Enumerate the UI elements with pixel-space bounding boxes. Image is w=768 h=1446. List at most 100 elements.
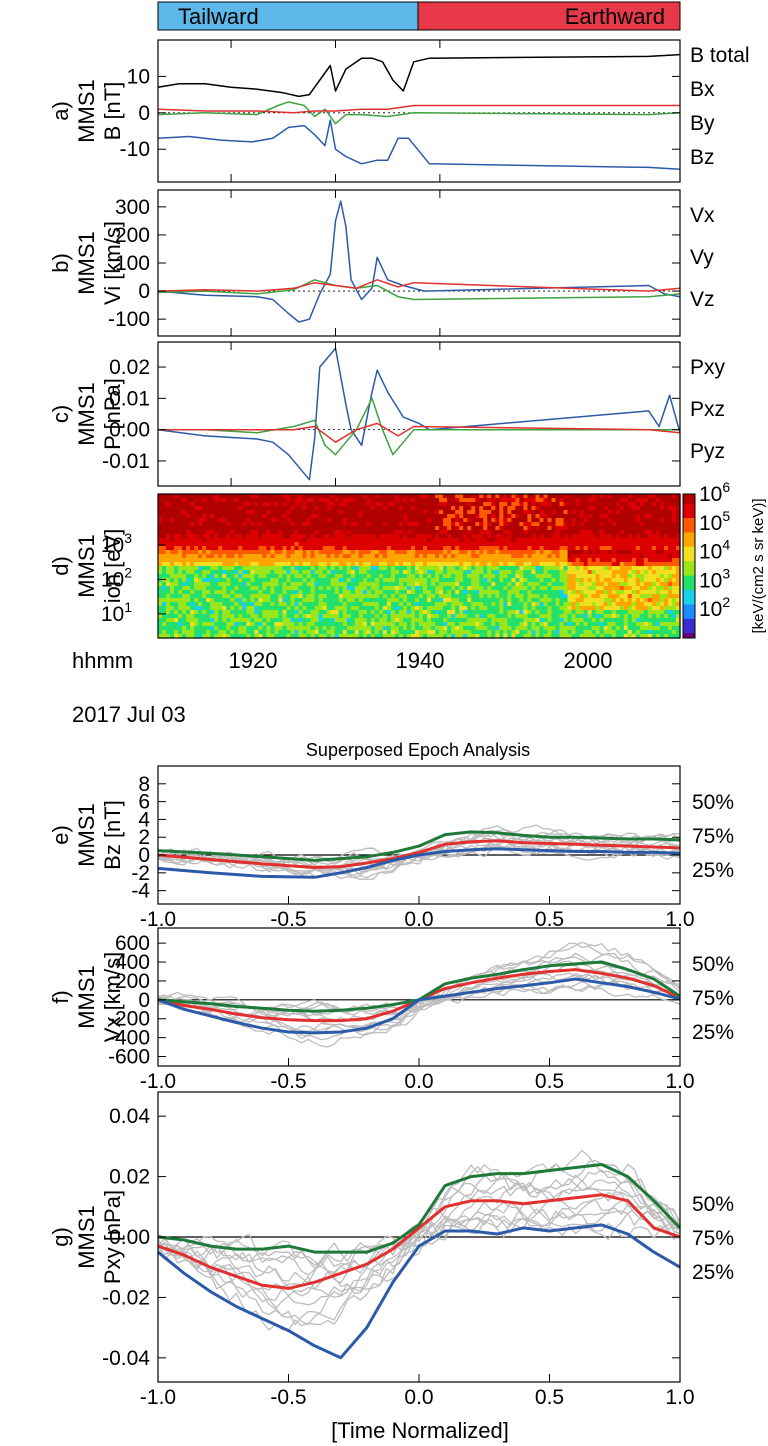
spectrogram-cell [639,590,645,595]
spectrogram-cell [286,510,292,515]
spectrogram-cell [527,602,533,607]
spectrogram-cell [258,506,263,511]
spectrogram-cell [619,502,625,507]
spectrogram-cell [655,494,661,499]
spectrogram-cell [619,542,625,547]
spectrogram-cell [238,550,243,555]
spectrogram-cell [178,582,183,587]
spectrogram-cell [511,518,516,523]
spectrogram-cell [182,602,187,607]
spectrogram-cell [459,510,464,515]
spectrogram-cell [527,506,533,511]
spectrogram-cell [186,630,191,635]
spectrogram-cell [318,518,324,523]
spectrogram-cell [314,614,320,619]
spectrogram-cell [306,618,312,623]
spectrogram-cell [487,634,492,639]
spectrogram-cell [591,622,597,627]
spectrogram-cell [414,630,420,635]
spectrogram-cell [487,598,492,603]
spectrogram-cell [326,498,332,503]
spectrogram-cell [206,526,211,531]
spectrogram-cell [162,562,167,567]
colorbar-segment [683,544,695,548]
spectrogram-cell [659,590,665,595]
spectrogram-cell [647,550,653,555]
spectrogram-cell [354,578,360,583]
spectrogram-cell [282,634,288,639]
spectrogram-cell [206,498,211,503]
spectrogram-cell [431,594,436,599]
spectrogram-cell [563,594,569,599]
spectrogram-cell [611,566,617,571]
spectrogram-cell [378,586,384,591]
spectrogram-cell [354,626,360,631]
spectrogram-cell [651,558,657,563]
spectrogram-cell [631,618,637,623]
spectrogram-cell [362,534,368,539]
spectrogram-cell [507,554,512,559]
spectrogram-cell [346,518,352,523]
spectrogram-cell [555,614,561,619]
spectrogram-cell [547,594,553,599]
spectrogram-cell [162,594,167,599]
spectrogram-cell [210,498,215,503]
spectrogram-cell [631,566,637,571]
spectrogram-cell [210,558,215,563]
spectrogram-cell [595,614,601,619]
spectrogram-cell [479,602,484,607]
spectrogram-cell [459,534,464,539]
spectrogram-cell [162,502,167,507]
spectrogram-cell [158,510,163,515]
spectrogram-cell [246,538,251,543]
spectrogram-cell [575,618,581,623]
spectrogram-cell [591,574,597,579]
spectrogram-cell [274,514,280,519]
spectrogram-cell [314,630,320,635]
spectrogram-cell [322,498,328,503]
spectrogram-cell [651,538,657,543]
spectrogram-cell [607,542,613,547]
spectrogram-cell [182,498,187,503]
spectrogram-cell [382,506,388,511]
spectrogram-cell [354,494,360,499]
spectrogram-cell [262,578,268,583]
spectrogram-cell [318,606,324,611]
spectrogram-cell [635,506,641,511]
spectrogram-cell [306,554,312,559]
spectrogram-cell [406,582,412,587]
spectrogram-cell [595,622,601,627]
spectrogram-cell [170,546,175,551]
spectrogram-cell [226,566,231,571]
spectrogram-cell [338,498,344,503]
spectrogram-cell [611,574,617,579]
spectrogram-cell [290,566,296,571]
spectrogram-cell [471,602,476,607]
spectrogram-cell [595,586,601,591]
colorbar-segment [683,522,695,526]
colorbar-segment [683,561,695,565]
spectrogram-cell [226,586,231,591]
spectrogram-cell [162,618,167,623]
spectrogram-cell [611,546,617,551]
spectrogram-cell [170,526,175,531]
spectrogram-cell [651,626,657,631]
spectrogram-cell [667,558,673,563]
spectrogram-cell [515,630,520,635]
spectrogram-cell [218,570,223,575]
spectrogram-cell [419,570,424,575]
spectrogram-cell [671,530,677,535]
spectrogram-cell [595,506,601,511]
spectrogram-cell [178,634,183,639]
spectrogram-cell [459,554,464,559]
spectrogram-cell [475,606,480,611]
spectrogram-cell [230,506,235,511]
spectrogram-cell [423,546,428,551]
spectrogram-cell [370,574,376,579]
spectrogram-cell [250,618,255,623]
spectrogram-cell [302,502,308,507]
spectrogram-cell [547,498,553,503]
spectrogram-cell [611,610,617,615]
